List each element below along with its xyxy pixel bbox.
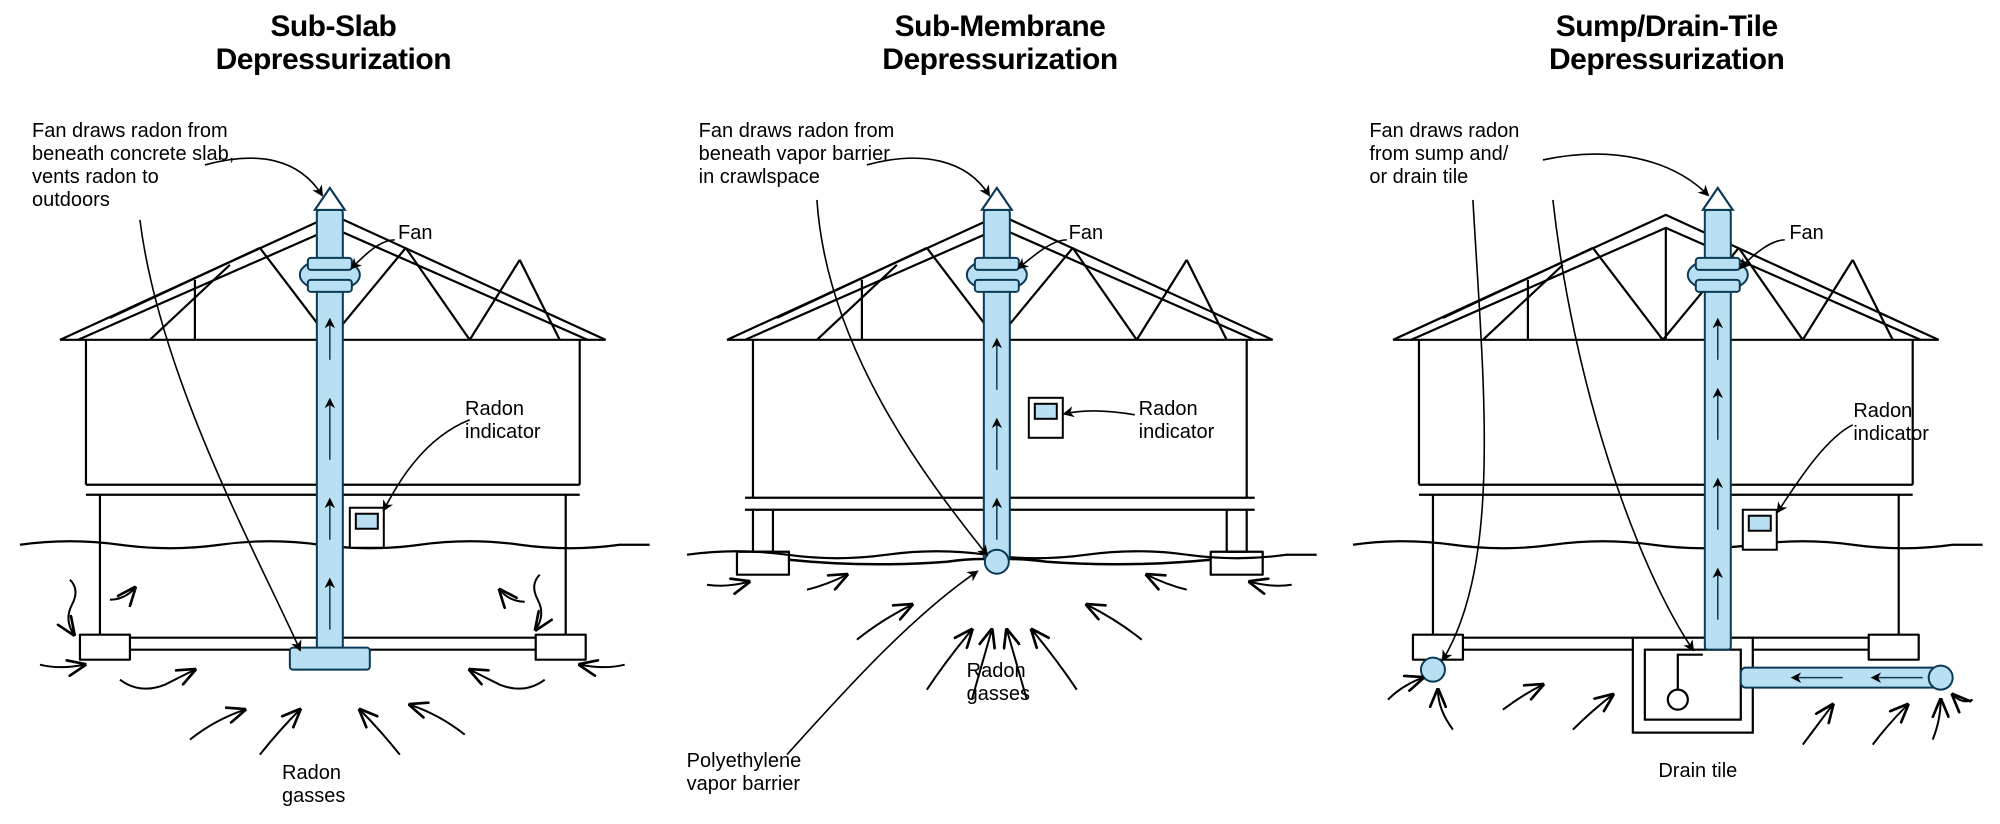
label-fan: Fan bbox=[1069, 222, 1103, 245]
label-radon-indicator: Radon indicator bbox=[1853, 400, 1929, 446]
panel-sub-membrane: Sub-Membrane Depressurization bbox=[667, 0, 1334, 824]
panel-sump-drain: Sump/Drain-Tile Depressurization bbox=[1333, 0, 2000, 824]
panel-sub-slab: Sub-Slab Depressurization bbox=[0, 0, 667, 824]
label-fan-desc: Fan draws radon from beneath vapor barri… bbox=[699, 120, 949, 189]
label-drain-tile: Drain tile bbox=[1658, 760, 1737, 783]
label-radon-gasses: Radon gasses bbox=[967, 660, 1030, 706]
label-radon-gasses: Radon gasses bbox=[282, 762, 345, 808]
label-vapor-barrier: Polyethylene vapor barrier bbox=[687, 750, 802, 796]
label-fan-desc: Fan draws radon from beneath concrete sl… bbox=[32, 120, 282, 212]
page: Sub-Slab Depressurization bbox=[0, 0, 2000, 824]
label-fan-desc: Fan draws radon from sump and/ or drain … bbox=[1369, 120, 1589, 189]
panels-row: Sub-Slab Depressurization bbox=[0, 0, 2000, 824]
label-radon-indicator: Radon indicator bbox=[465, 398, 541, 444]
label-fan: Fan bbox=[398, 222, 432, 245]
label-radon-indicator: Radon indicator bbox=[1139, 398, 1215, 444]
label-fan: Fan bbox=[1789, 222, 1823, 245]
